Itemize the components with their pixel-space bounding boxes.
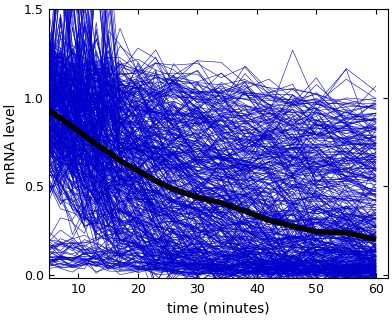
X-axis label: time (minutes): time (minutes): [167, 302, 270, 316]
Y-axis label: mRNA level: mRNA level: [4, 104, 18, 184]
